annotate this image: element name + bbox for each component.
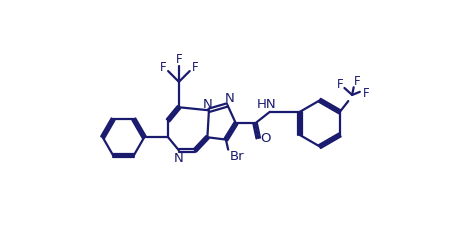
Text: F: F (159, 61, 166, 75)
Text: F: F (354, 75, 360, 88)
Text: Br: Br (229, 150, 244, 163)
Text: F: F (176, 53, 182, 66)
Text: N: N (225, 92, 235, 105)
Text: F: F (363, 87, 369, 100)
Text: N: N (202, 99, 212, 111)
Text: O: O (261, 132, 271, 145)
Text: N: N (173, 151, 183, 165)
Text: F: F (337, 78, 343, 91)
Text: HN: HN (257, 99, 277, 111)
Text: F: F (192, 61, 198, 75)
